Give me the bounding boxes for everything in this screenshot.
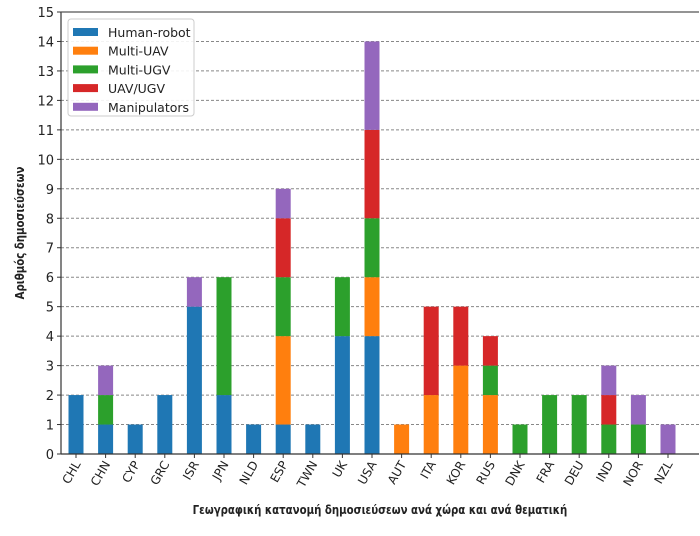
y-tick-label: 13 xyxy=(37,65,54,80)
bar-usa-multi-ugv xyxy=(364,218,380,278)
x-tick-label: TWN xyxy=(294,459,321,491)
bar-usa-human-robot xyxy=(364,336,380,454)
y-tick-label: 5 xyxy=(46,301,54,316)
x-tick-label: UK xyxy=(330,458,351,480)
x-tick-label: RUS xyxy=(473,459,497,487)
bar-esp-uav-ugv xyxy=(275,218,291,278)
legend-swatch xyxy=(73,65,98,74)
bar-ind-manipulators xyxy=(601,365,617,396)
legend-swatch xyxy=(73,84,98,93)
x-tick-label: NZL xyxy=(652,458,676,486)
bar-usa-uav-ugv xyxy=(364,129,380,219)
bar-kor-multi-uav xyxy=(453,365,469,454)
legend-swatch xyxy=(73,102,98,111)
x-axis-label: Γεωγραφική κατανομή δημοσιεύσεων ανά χώρ… xyxy=(193,503,568,517)
x-tick-label: DNK xyxy=(502,458,528,489)
bar-ind-uav-ugv xyxy=(601,395,617,425)
x-tick-labels: CHL CHN CYP GRC ISR JPN NLD ESP TWN UK USA AUT ITA KO… xyxy=(59,458,675,491)
bar-usa-multi-uav xyxy=(364,277,380,337)
legend-box xyxy=(67,18,195,117)
x-tick-label: FRA xyxy=(534,458,558,486)
bar-kor-uav-ugv xyxy=(453,306,469,366)
bar-cyp-human-robot xyxy=(127,424,143,454)
x-tick-label: CHN xyxy=(88,459,113,489)
bars xyxy=(68,41,676,454)
legend-label: UAV/UGV xyxy=(108,81,165,96)
bar-isr-human-robot xyxy=(186,306,202,454)
legend-swatch xyxy=(73,28,98,36)
x-tick-label: AUT xyxy=(385,458,410,487)
bar-ita-uav-ugv xyxy=(423,306,439,396)
bar-esp-human-robot xyxy=(275,424,291,454)
x-tick-label: KOR xyxy=(444,459,469,488)
x-tick-label: JPN xyxy=(209,459,232,484)
bar-nor-multi-ugv xyxy=(630,424,646,454)
x-tick-label: USA xyxy=(355,458,380,487)
bar-grc-human-robot xyxy=(157,395,173,454)
x-tick-label: IND xyxy=(593,459,616,485)
y-tick-label: 14 xyxy=(37,35,54,50)
bar-dnk-multi-ugv xyxy=(512,424,528,454)
bar-esp-multi-uav xyxy=(275,336,291,425)
bar-chn-human-robot xyxy=(98,424,114,454)
bar-esp-manipulators xyxy=(275,188,291,219)
bar-uk-multi-ugv xyxy=(334,277,350,337)
x-tick-label: ITA xyxy=(418,458,440,481)
legend: Human-robot Multi-UAV Multi-UGV UAV/UGV Mani… xyxy=(67,18,195,117)
bar-chn-multi-ugv xyxy=(98,395,114,425)
legend-label: Human-robot xyxy=(108,25,191,40)
y-tick-label: 3 xyxy=(46,360,54,375)
bar-uk-human-robot xyxy=(334,336,350,454)
bar-deu-multi-ugv xyxy=(571,395,587,454)
x-tick-label: NLD xyxy=(237,459,262,488)
bar-ita-multi-uav xyxy=(423,395,439,454)
bar-rus-uav-ugv xyxy=(482,336,498,366)
legend-swatch xyxy=(73,46,98,55)
bar-nld-human-robot xyxy=(246,424,262,454)
y-tick-label: 11 xyxy=(37,124,54,139)
y-tick-label: 9 xyxy=(46,183,54,198)
y-tick-label: 4 xyxy=(46,330,54,345)
bar-rus-multi-ugv xyxy=(482,365,498,396)
bar-esp-multi-ugv xyxy=(275,277,291,337)
y-tick-label: 0 xyxy=(46,448,54,463)
x-tick-label: ISR xyxy=(180,459,202,483)
x-tick-label: CYP xyxy=(119,459,142,486)
bar-jpn-multi-ugv xyxy=(216,277,232,396)
bar-chn-manipulators xyxy=(98,365,114,396)
legend-label: Multi-UGV xyxy=(108,62,171,77)
bar-nor-manipulators xyxy=(630,395,646,425)
bar-usa-manipulators xyxy=(364,41,380,130)
y-tick-label: 8 xyxy=(46,212,54,227)
x-tick-label: ESP xyxy=(267,459,290,485)
bar-rus-multi-uav xyxy=(482,395,498,454)
legend-label: Manipulators xyxy=(108,100,189,115)
bar-aut-multi-uav xyxy=(394,424,410,454)
axes xyxy=(57,11,699,458)
x-tick-label: NOR xyxy=(620,459,646,489)
y-tick-label: 7 xyxy=(46,242,54,257)
bar-twn-human-robot xyxy=(305,424,321,454)
x-tick-label: DEU xyxy=(562,459,587,488)
y-tick-label: 15 xyxy=(37,6,54,21)
bar-chl-human-robot xyxy=(68,395,84,454)
bar-isr-manipulators xyxy=(186,277,202,307)
y-tick-label: 1 xyxy=(46,419,54,434)
bar-ind-multi-ugv xyxy=(601,424,617,454)
bar-nzl-manipulators xyxy=(660,424,676,454)
x-tick-label: GRC xyxy=(148,459,173,488)
gridlines xyxy=(61,40,699,426)
bar-jpn-human-robot xyxy=(216,395,232,454)
x-tick-label: CHL xyxy=(59,458,83,486)
y-axis-label: Αριθμός δημοσιεύσεων xyxy=(13,166,27,299)
y-tick-label: 10 xyxy=(37,153,54,168)
bar-fra-multi-ugv xyxy=(542,395,558,454)
legend-label: Multi-UAV xyxy=(108,44,169,59)
y-tick-label: 2 xyxy=(46,389,54,404)
y-tick-label: 6 xyxy=(46,271,54,286)
y-tick-label: 12 xyxy=(37,94,54,109)
